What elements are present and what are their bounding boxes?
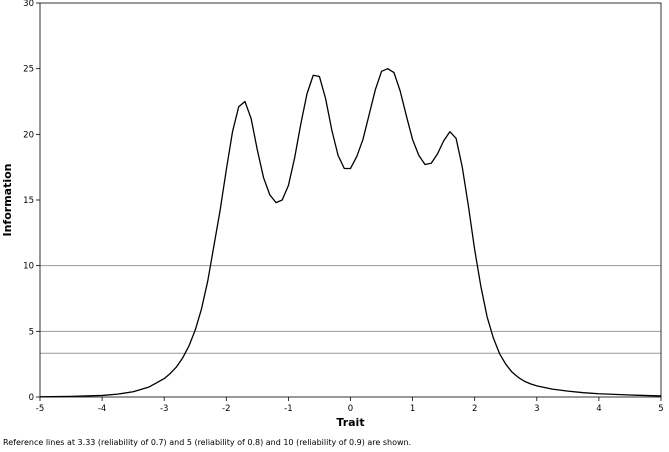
y-tick-label: 0 (29, 393, 34, 403)
x-tick-label: 0 (348, 404, 353, 414)
y-tick-label: 15 (23, 196, 34, 206)
x-tick-label: 4 (596, 404, 601, 414)
y-axis-title: Information (1, 164, 14, 237)
x-tick-label: -4 (98, 404, 106, 414)
plot-frame (39, 2, 662, 398)
information-curve (39, 68, 662, 398)
series-group (39, 68, 662, 398)
x-tick-label: 3 (534, 404, 539, 414)
x-tick-label: -5 (36, 404, 44, 414)
y-tick-label: 30 (23, 0, 34, 9)
x-tick-label: -1 (284, 404, 292, 414)
x-axis-title: Trait (336, 416, 364, 429)
reference-lines (40, 265, 661, 354)
x-tick-label: 5 (658, 404, 663, 414)
x-tick-label: -2 (222, 404, 230, 414)
x-tick-label: -3 (160, 404, 168, 414)
y-tick-label: 5 (29, 327, 34, 337)
x-axis: -5 -4 -3 -2 -1 0 1 2 3 4 5 (36, 397, 664, 414)
y-axis: 0 5 10 15 20 25 30 (23, 0, 40, 403)
x-tick-label: 1 (410, 404, 415, 414)
x-tick-label: 2 (472, 404, 477, 414)
y-tick-label: 25 (23, 65, 34, 75)
y-tick-label: 20 (23, 130, 34, 140)
footnote: Reference lines at 3.33 (reliability of … (3, 438, 412, 447)
y-tick-label: 10 (23, 262, 34, 272)
